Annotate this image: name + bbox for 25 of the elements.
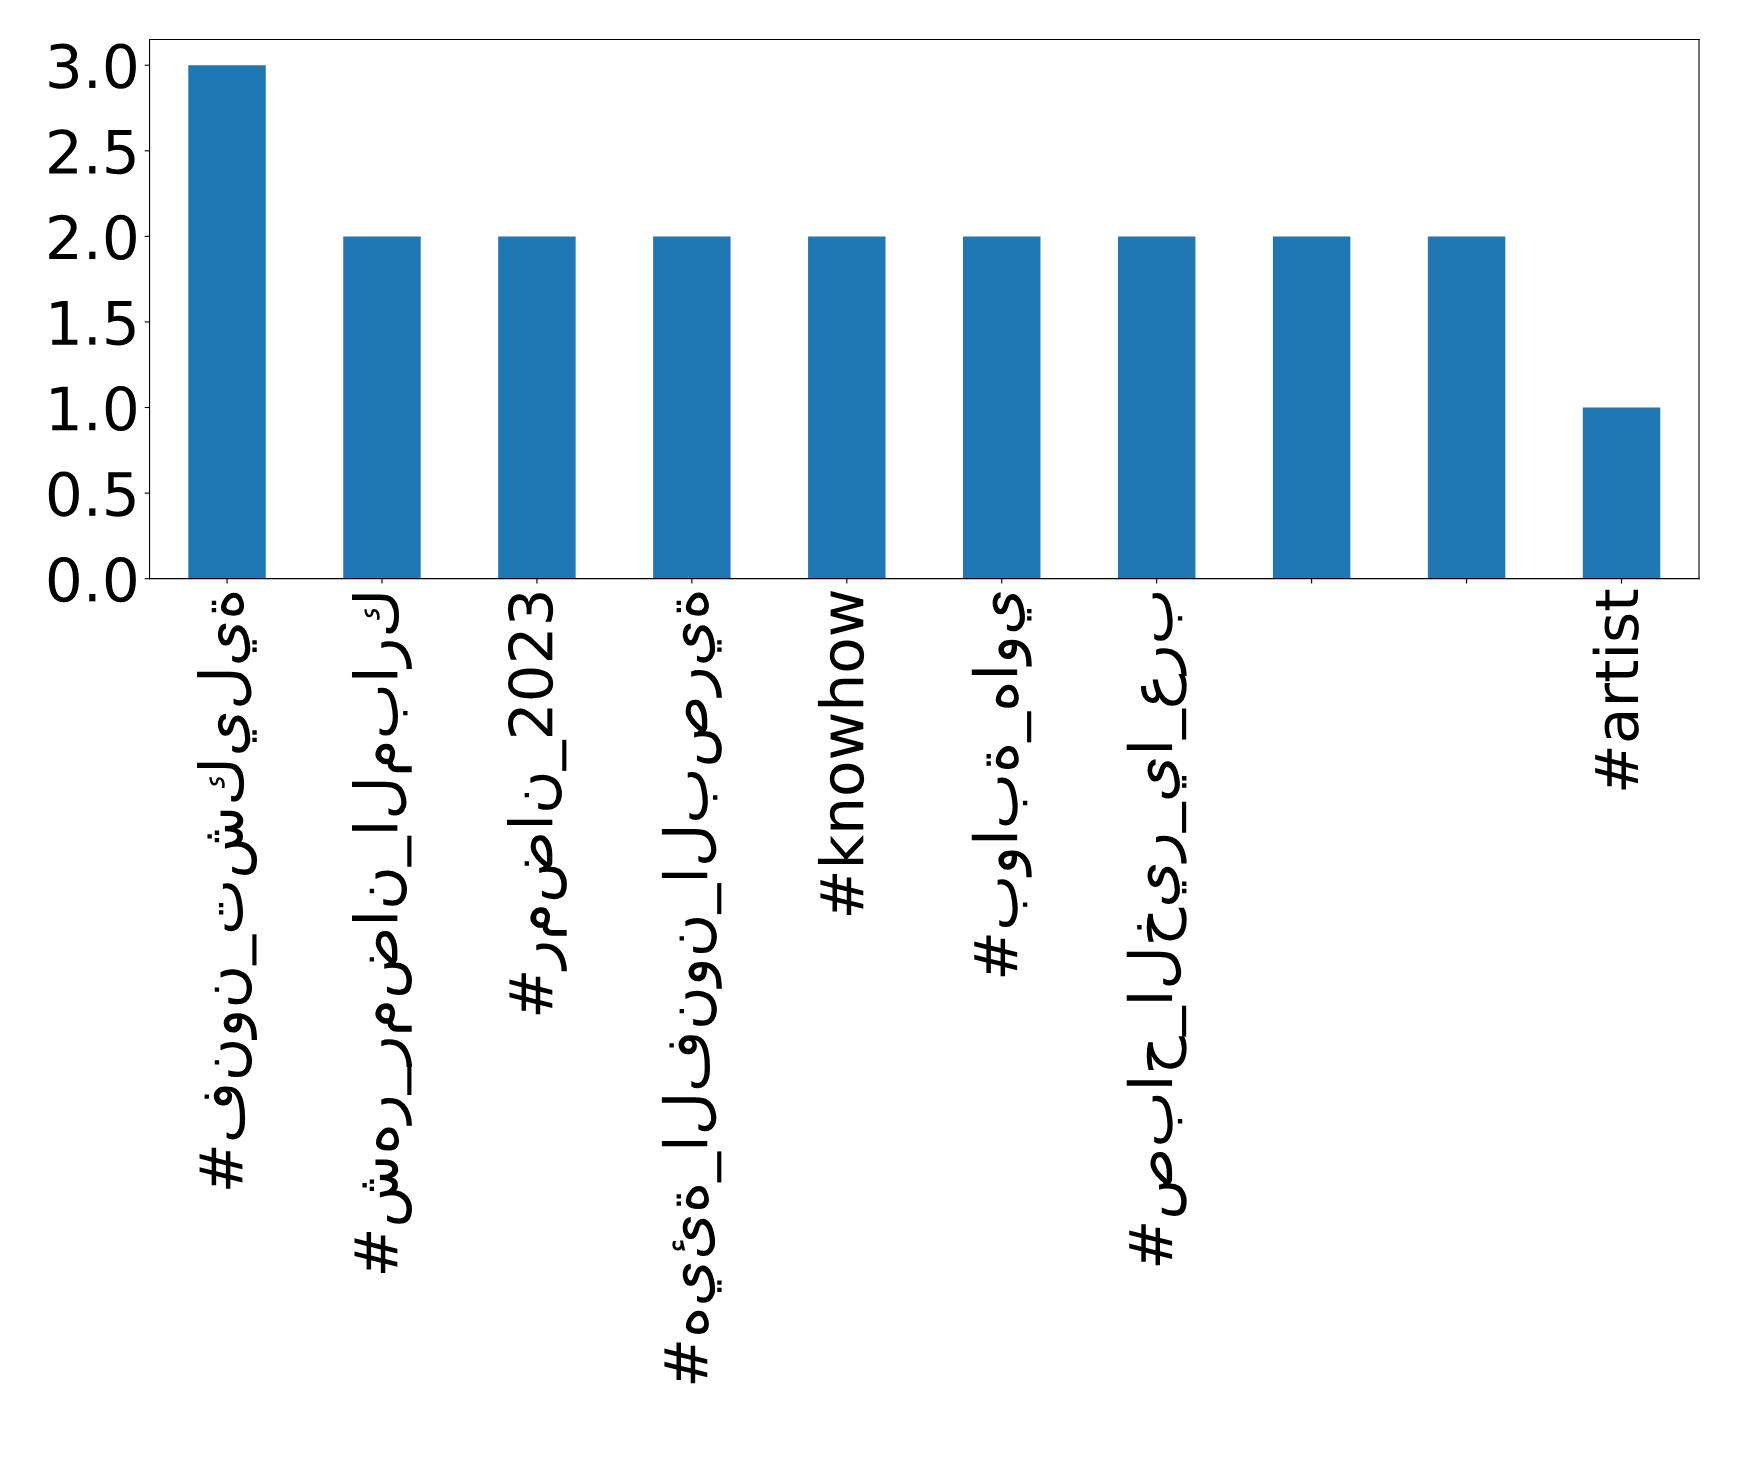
x-tick-label: #knowhow xyxy=(817,590,865,915)
y-tick-label: 1.0 xyxy=(51,385,136,432)
x-tick-label: #صباح_الخير_يا_عرب xyxy=(1126,592,1187,1266)
bar xyxy=(1427,236,1506,579)
bar xyxy=(1582,407,1661,579)
bar xyxy=(808,236,886,579)
x-tick-label: #بوابة_هاوي xyxy=(971,592,1032,977)
y-tick-label: 3.0 xyxy=(49,43,136,89)
bar xyxy=(653,236,731,579)
y-tick-label: 2.0 xyxy=(49,214,136,260)
x-tick-label: #artist xyxy=(1592,589,1639,790)
bar xyxy=(1272,236,1351,579)
bar xyxy=(188,65,266,579)
y-tick-label: 1.5 xyxy=(51,301,135,346)
x-tick-label: #رمضان_2023 xyxy=(506,593,567,1015)
x-tick-label: #شهر_رمضان_المبارك xyxy=(351,594,412,1273)
bar xyxy=(1117,236,1196,579)
x-tick-label: #هيئة_الفنون_البصرية xyxy=(661,592,722,1384)
y-tick-label: 0.5 xyxy=(48,471,135,517)
x-tick-label: #فنون_تشكيلية xyxy=(197,592,258,1189)
y-tick-label: 2.5 xyxy=(49,129,135,175)
bar xyxy=(343,236,421,579)
y-tick-label: 0.0 xyxy=(48,557,136,603)
bar xyxy=(963,236,1041,579)
bar xyxy=(498,236,576,579)
